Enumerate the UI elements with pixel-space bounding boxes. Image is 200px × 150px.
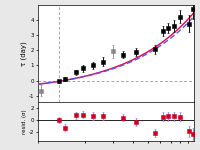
Y-axis label: τ (day): τ (day)	[21, 41, 27, 66]
Y-axis label: resid. (σ): resid. (σ)	[22, 109, 27, 134]
